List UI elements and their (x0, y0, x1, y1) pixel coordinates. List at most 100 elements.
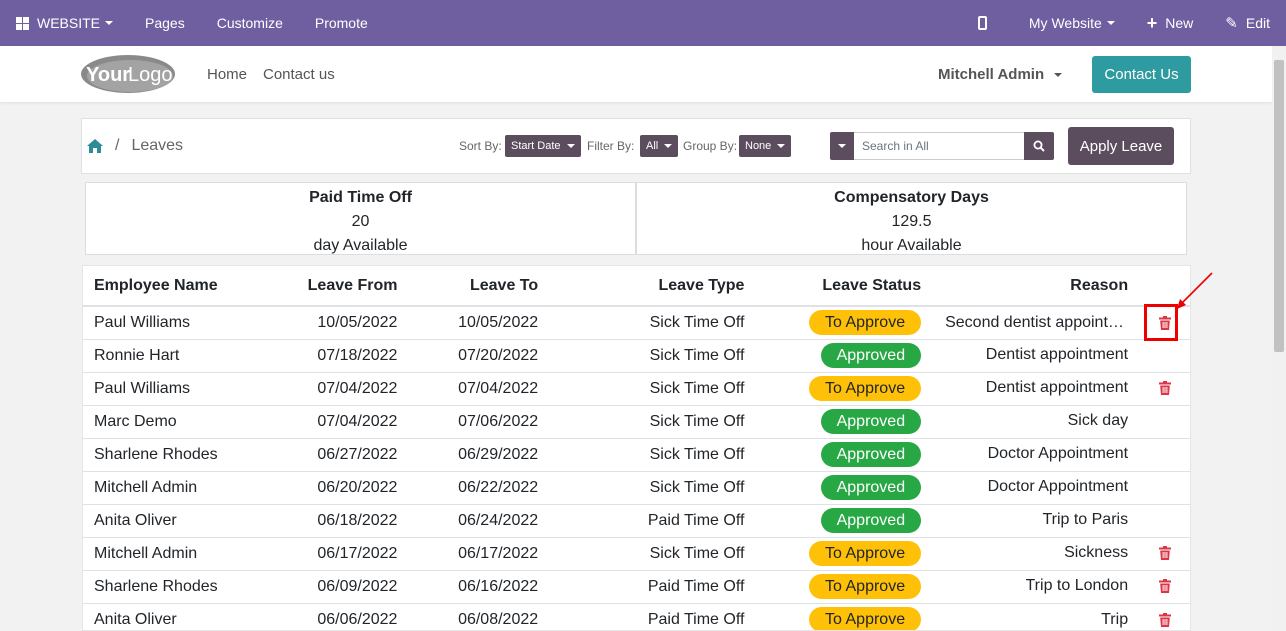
caret-down-icon (1054, 72, 1063, 77)
group-value: None (745, 140, 772, 152)
cell-leave-status: To Approve (755, 371, 933, 405)
search-input[interactable] (854, 132, 1024, 160)
home-icon[interactable] (87, 139, 103, 153)
header-leave-to: Leave To (408, 266, 550, 307)
allocation-card: Compensatory Days 129.5 hour Available (636, 182, 1187, 255)
reason-text: Trip (1101, 610, 1129, 628)
apply-leave-button[interactable]: Apply Leave (1068, 127, 1174, 165)
delete-button[interactable] (1158, 314, 1171, 331)
pencil-icon: ✎ (1225, 15, 1238, 32)
scrollbar-thumb[interactable] (1274, 60, 1284, 352)
caret-down-icon (777, 144, 786, 148)
cell-employee-name: Sharlene Rhodes (83, 569, 283, 603)
edit-button[interactable]: ✎ Edit (1209, 0, 1286, 46)
allocation-title: Compensatory Days (834, 189, 989, 206)
cell-leave-from: 06/18/2022 (282, 503, 409, 537)
menu-pages[interactable]: Pages (145, 15, 185, 31)
sort-dropdown[interactable]: Start Date (505, 135, 581, 157)
cell-reason: Trip (932, 602, 1140, 630)
new-button[interactable]: + New (1131, 0, 1210, 46)
website-selector[interactable]: My Website (1013, 0, 1131, 46)
header-actions (1139, 266, 1190, 307)
reason-text: Doctor Appointment (987, 445, 1129, 463)
search-bar (830, 132, 1054, 160)
status-badge: Approved (820, 475, 922, 500)
cell-actions (1139, 569, 1190, 603)
cell-leave-to: 06/24/2022 (408, 503, 550, 537)
contact-us-button[interactable]: Contact Us (1092, 56, 1191, 93)
cell-actions (1139, 470, 1190, 504)
delete-button[interactable] (1158, 611, 1171, 628)
table-row[interactable]: Mitchell Admin 06/20/2022 06/22/2022 Sick T… (83, 470, 1190, 504)
group-label: Group By: (683, 139, 738, 153)
caret-down-icon (1106, 21, 1115, 25)
cell-leave-from: 07/04/2022 (282, 371, 409, 405)
cell-leave-status: To Approve (755, 536, 933, 570)
table-row[interactable]: Sharlene Rhodes 06/09/2022 06/16/2022 Paid … (83, 569, 1190, 603)
header-leave-status: Leave Status (755, 266, 933, 307)
table-row[interactable]: Anita Oliver 06/18/2022 06/24/2022 Paid Tim… (83, 503, 1190, 537)
status-badge: To Approve (809, 607, 922, 630)
sort-label: Sort By: (459, 139, 502, 153)
cell-leave-from: 07/04/2022 (282, 404, 409, 438)
cell-leave-from: 06/27/2022 (282, 437, 409, 471)
nav-home[interactable]: Home (207, 66, 248, 83)
cell-leave-type: Sick Time Off (549, 404, 756, 438)
reason-text: Sick day (1067, 412, 1129, 430)
company-logo[interactable]: Your Logo (80, 53, 176, 95)
cell-reason: Doctor Appointment (932, 437, 1140, 471)
cell-employee-name: Ronnie Hart (83, 338, 283, 372)
page-scrollbar[interactable] (1272, 46, 1286, 631)
search-button[interactable] (1024, 132, 1054, 160)
cell-leave-type: Sick Time Off (549, 338, 756, 372)
cell-employee-name: Mitchell Admin (83, 536, 283, 570)
delete-button[interactable] (1158, 578, 1171, 595)
cell-reason: Dentist appointment (932, 338, 1140, 372)
table-row[interactable]: Ronnie Hart 07/18/2022 07/20/2022 Sick Time… (83, 338, 1190, 372)
table-row[interactable]: Paul Williams 07/04/2022 07/04/2022 Sick Ti… (83, 371, 1190, 405)
reason-text: Trip to London (1025, 577, 1129, 595)
user-menu[interactable]: Mitchell Admin (938, 66, 1063, 83)
cell-leave-from: 06/06/2022 (282, 602, 409, 630)
nav-contact-us[interactable]: Contact us (263, 66, 335, 83)
cell-leave-from: 06/20/2022 (282, 470, 409, 504)
cell-employee-name: Paul Williams (83, 371, 283, 405)
website-menu-label: WEBSITE (37, 15, 101, 31)
allocation-card: Paid Time Off 20 day Available (85, 182, 636, 255)
search-filter-dropdown[interactable] (830, 132, 854, 160)
table-row[interactable]: Paul Williams 10/05/2022 10/05/2022 Sick Ti… (83, 305, 1190, 339)
reason-text: Second dentist appointment (945, 313, 1129, 331)
table-row[interactable]: Anita Oliver 06/06/2022 06/08/2022 Paid Tim… (83, 602, 1190, 630)
caret-down-icon (664, 144, 673, 148)
delete-button[interactable] (1158, 380, 1171, 397)
menu-promote[interactable]: Promote (314, 15, 368, 31)
leaves-table: Employee Name Leave From Leave To Leave … (83, 266, 1190, 630)
cell-leave-type: Paid Time Off (549, 503, 756, 537)
cell-leave-to: 06/22/2022 (408, 470, 550, 504)
group-dropdown[interactable]: None (739, 135, 792, 157)
website-menu[interactable]: WEBSITE (0, 0, 129, 46)
cell-leave-type: Paid Time Off (549, 569, 756, 603)
reason-text: Sickness (1064, 544, 1129, 562)
menu-customize[interactable]: Customize (216, 15, 283, 31)
allocation-unit: day Available (313, 237, 408, 254)
table-header-row: Employee Name Leave From Leave To Leave … (83, 266, 1190, 307)
cell-leave-status: Approved (755, 338, 933, 372)
table-row[interactable]: Mitchell Admin 06/17/2022 06/17/2022 Sick T… (83, 536, 1190, 570)
trash-icon (1158, 578, 1171, 595)
cell-employee-name: Anita Oliver (83, 503, 283, 537)
new-label: New (1165, 15, 1194, 31)
table-row[interactable]: Sharlene Rhodes 06/27/2022 06/29/2022 Sick … (83, 437, 1190, 471)
cell-reason: Dentist appointment (932, 371, 1140, 405)
mobile-preview-button[interactable] (962, 0, 1013, 46)
reason-text: Dentist appointment (985, 379, 1129, 397)
cell-leave-from: 06/09/2022 (282, 569, 409, 603)
cell-leave-status: Approved (755, 404, 933, 438)
cell-leave-type: Paid Time Off (549, 602, 756, 630)
allocation-summary: Paid Time Off 20 day Available Compensat… (85, 182, 1187, 255)
delete-button[interactable] (1158, 545, 1171, 562)
cell-actions (1139, 437, 1190, 471)
reason-text: Doctor Appointment (987, 478, 1129, 496)
table-row[interactable]: Marc Demo 07/04/2022 07/06/2022 Sick Time O… (83, 404, 1190, 438)
filter-dropdown[interactable]: All (640, 135, 679, 157)
